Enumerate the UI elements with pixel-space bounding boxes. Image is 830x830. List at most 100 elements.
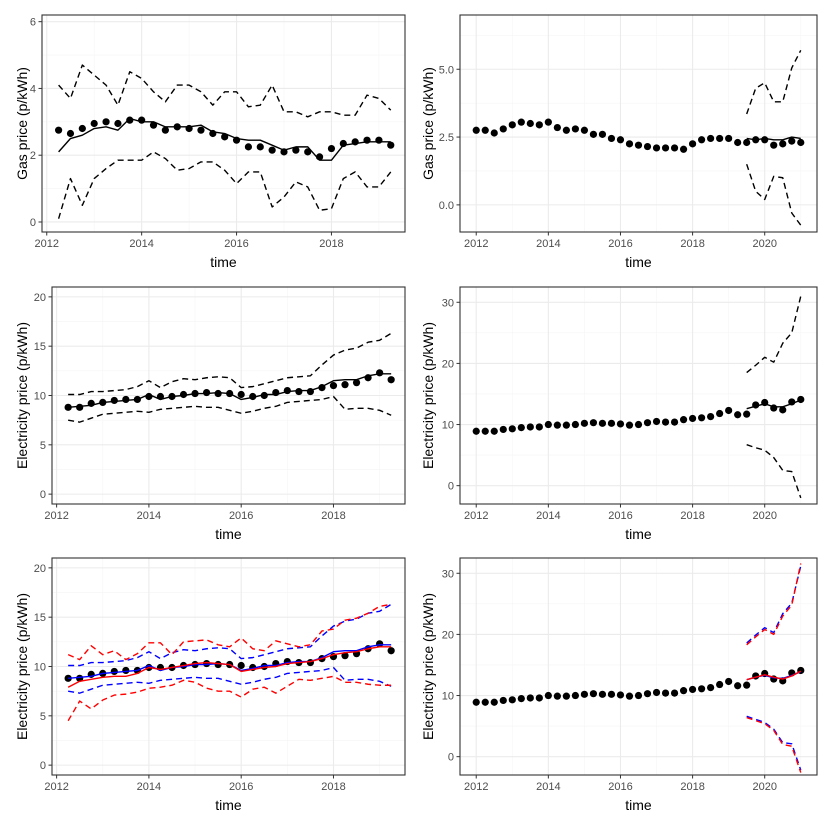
series-group <box>472 563 805 773</box>
data-point <box>535 121 543 129</box>
data-point <box>517 694 525 703</box>
series-lower-line <box>746 163 802 226</box>
y-tick-label: 0 <box>30 217 36 229</box>
series-group <box>64 603 395 722</box>
data-point <box>580 419 589 427</box>
data-point <box>688 414 697 423</box>
data-point <box>643 142 652 151</box>
panel-background <box>42 15 405 232</box>
data-point <box>472 698 480 706</box>
y-tick-label: 0 <box>448 481 454 493</box>
data-point <box>679 145 688 153</box>
data-point <box>607 690 616 698</box>
data-point <box>779 140 787 148</box>
series-forecast-line <box>746 136 801 141</box>
data-point <box>661 689 670 697</box>
data-point <box>553 421 561 429</box>
data-point <box>214 660 222 669</box>
data-point <box>526 423 534 431</box>
y-tick-label: 5.0 <box>439 64 454 76</box>
data-point <box>571 125 579 133</box>
data-point <box>679 416 688 424</box>
x-tick-label: 2012 <box>35 238 59 250</box>
data-point <box>788 137 796 145</box>
data-point <box>508 425 516 433</box>
data-point <box>688 140 697 148</box>
data-point <box>598 690 607 698</box>
x-tick-label: 2014 <box>536 238 560 250</box>
y-axis-title: Gas price (p/kWh) <box>420 67 436 180</box>
data-point <box>352 379 361 387</box>
x-tick-label: 2018 <box>321 510 345 522</box>
x-tick-label: 2012 <box>464 510 488 522</box>
data-point <box>122 395 130 404</box>
data-point <box>670 418 679 426</box>
data-point <box>387 141 395 149</box>
data-point <box>237 661 245 670</box>
data-point <box>244 143 253 151</box>
series-fitted-red-line <box>67 646 392 688</box>
y-tick-label: 0 <box>40 760 46 772</box>
series-forecast-line <box>746 399 802 410</box>
series-lower-line <box>746 444 802 499</box>
data-point <box>779 406 787 414</box>
y-axis-title: Electricity price (p/kWh) <box>14 322 30 469</box>
x-tick-label: 2020 <box>752 510 776 522</box>
data-point <box>376 369 384 377</box>
data-point <box>707 134 715 143</box>
data-point <box>589 130 598 138</box>
data-point <box>535 423 543 431</box>
y-tick-label: 20 <box>34 292 46 304</box>
x-axis-title: time <box>625 526 652 542</box>
series-upper-blue-line <box>68 603 392 667</box>
y-tick-label: 0 <box>40 489 46 501</box>
data-point <box>761 136 769 144</box>
series-upper-blue-line <box>746 565 802 644</box>
data-point <box>472 427 480 435</box>
data-point <box>688 685 697 694</box>
data-point <box>295 387 303 396</box>
data-point <box>571 420 579 429</box>
x-tick-label: 2018 <box>319 238 343 250</box>
data-point <box>698 685 706 693</box>
data-point <box>679 687 688 695</box>
data-point <box>283 386 291 395</box>
series-upper-line <box>68 332 392 396</box>
data-point <box>341 381 349 389</box>
series-group <box>472 296 805 499</box>
series-lower-blue-line <box>746 715 802 771</box>
data-point <box>616 136 625 144</box>
data-point <box>716 409 724 418</box>
series-forecast-red-line <box>746 670 802 681</box>
x-tick-label: 2018 <box>321 781 345 793</box>
data-point <box>387 647 395 655</box>
x-tick-label: 2020 <box>752 238 776 250</box>
data-point <box>661 418 670 426</box>
data-point <box>725 406 733 415</box>
series-lower-line <box>68 395 392 423</box>
y-axis-title: Electricity price (p/kWh) <box>14 593 30 740</box>
data-point <box>743 138 751 147</box>
data-point <box>202 659 211 668</box>
y-axis-title: Electricity price (p/kWh) <box>420 322 436 469</box>
data-point <box>517 423 525 432</box>
y-tick-label: 10 <box>442 420 454 432</box>
x-tick-label: 2018 <box>680 238 704 250</box>
data-point <box>643 690 652 698</box>
x-tick-label: 2014 <box>129 238 153 250</box>
data-point <box>607 134 616 143</box>
data-point <box>553 692 561 700</box>
data-point <box>616 420 625 428</box>
panel-border <box>459 14 818 233</box>
data-point <box>55 126 63 134</box>
series-group <box>472 49 805 226</box>
chart-panel-1: 2012 2014 2016 2018 0 2 4 6 time Gas price (p/kWh… <box>14 14 406 270</box>
data-point <box>304 148 312 156</box>
data-point <box>114 119 122 128</box>
y-tick-label: 30 <box>442 568 454 580</box>
data-point <box>652 417 661 426</box>
series-group <box>55 64 395 219</box>
series-fitted-line <box>58 117 391 161</box>
data-point <box>625 421 634 429</box>
series-lower-line <box>57 151 392 219</box>
